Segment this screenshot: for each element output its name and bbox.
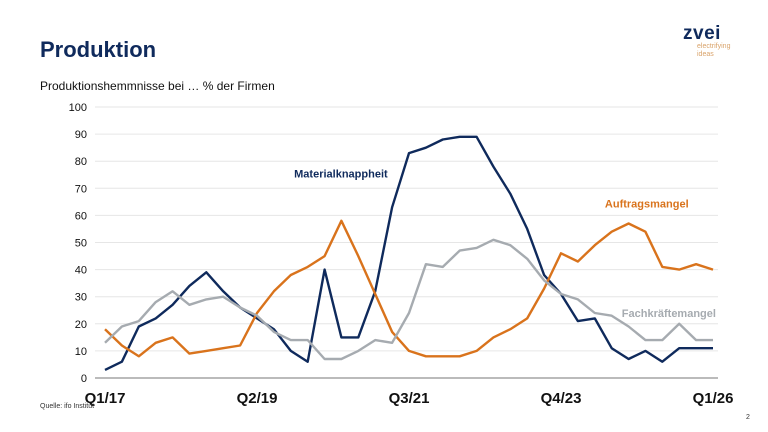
y-tick-label: 80: [75, 156, 87, 168]
series-label: Auftragsmangel: [605, 198, 689, 210]
series-label: Materialknappheit: [294, 168, 388, 180]
y-tick-label: 50: [75, 238, 87, 250]
source-note: Quelle: ifo Institut: [40, 403, 95, 410]
x-tick-label: Q1/26: [693, 390, 734, 407]
x-tick-label: Q2/19: [237, 390, 278, 407]
y-tick-label: 0: [81, 373, 87, 385]
page-number: 2: [746, 414, 750, 421]
zvei-logo: zvei electrifying ideas: [683, 23, 731, 59]
x-tick-label: Q1/17: [85, 390, 126, 407]
x-tick-label: Q4/23: [541, 390, 582, 407]
chart-subtitle: Produktionshemmnisse bei … % der Firmen: [40, 79, 275, 93]
logo-word: zvei: [683, 23, 721, 44]
y-tick-label: 40: [75, 265, 87, 277]
y-tick-label: 60: [75, 210, 87, 222]
series-line-fachkräftemangel: [104, 238, 713, 361]
page-title: Produktion: [40, 37, 157, 62]
logo-tagline-1: electrifying: [697, 43, 731, 50]
series-label: Fachkräftemangel: [622, 308, 716, 320]
y-tick-label: 20: [75, 319, 87, 331]
series-line-materialknappheit: [104, 135, 713, 371]
y-tick-label: 100: [69, 102, 87, 114]
series-line-auftragsmangel: [104, 219, 714, 358]
y-tick-label: 30: [75, 292, 87, 304]
y-tick-label: 90: [75, 129, 87, 141]
y-tick-label: 10: [75, 346, 87, 358]
logo-tagline-2: ideas: [697, 51, 714, 58]
y-tick-label: 70: [75, 183, 87, 195]
x-tick-label: Q3/21: [389, 390, 430, 407]
